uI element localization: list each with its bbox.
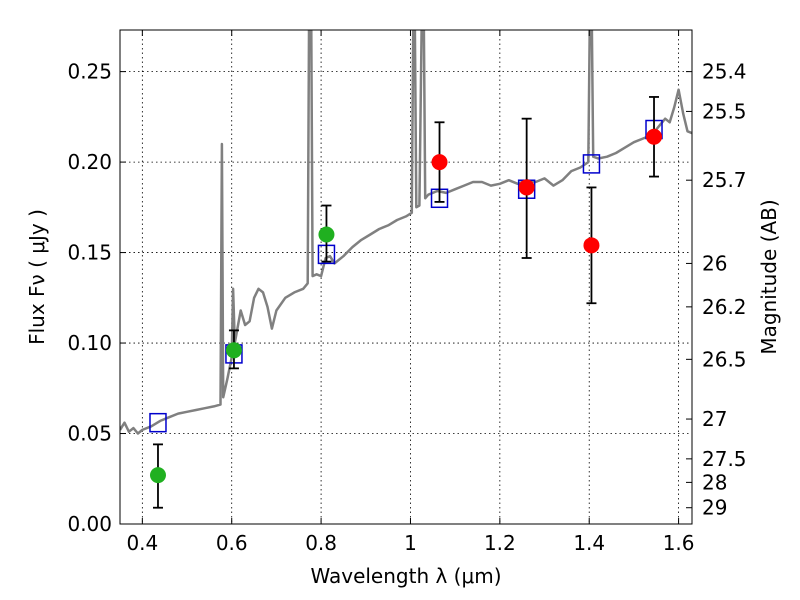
x-tick-label: 1 xyxy=(404,531,417,555)
x-tick-label: 1.4 xyxy=(573,531,605,555)
x-tick-label: 1.2 xyxy=(484,531,516,555)
tick-layer: 0.4 0.6 0.8 1 1.2 1.4 1.6 0.00 0.05 0.10 0.15 0.20 0… xyxy=(67,30,747,555)
model-sed-line xyxy=(120,30,692,435)
y-tick-label: 0.20 xyxy=(67,150,112,174)
observed-point xyxy=(149,467,166,484)
mag-tick-label: 26.5 xyxy=(702,347,747,371)
mag-tick-label: 27 xyxy=(702,407,727,431)
observed-point xyxy=(583,237,600,254)
mag-tick-label: 26.2 xyxy=(702,295,747,319)
observed-point xyxy=(646,128,663,145)
mag-tick-label: 25.7 xyxy=(702,168,747,192)
mag-tick-label: 28 xyxy=(702,470,727,494)
observed-point xyxy=(318,226,335,243)
plot-frame xyxy=(119,29,693,525)
series-layer xyxy=(120,30,692,435)
grid-layer xyxy=(120,30,692,525)
mag-tick-label: 25.4 xyxy=(702,60,747,84)
x-tick-label: 1.6 xyxy=(663,531,695,555)
y-tick-label: 0.25 xyxy=(67,60,112,84)
plot-area xyxy=(120,30,692,435)
mag-tick-label: 29 xyxy=(702,496,727,520)
y-axis-right-label: Magnitude (AB) xyxy=(757,199,781,354)
model-flux-square xyxy=(149,412,167,433)
y-axis-label: Flux Fν ( μJy ) xyxy=(25,209,49,345)
x-tick-label: 0.6 xyxy=(216,531,248,555)
observed-point xyxy=(518,179,535,196)
model-flux-square xyxy=(582,154,601,174)
x-tick-label: 0.4 xyxy=(126,531,158,555)
x-axis-label: Wavelength λ (μm) xyxy=(310,564,501,588)
mag-tick-label: 25.5 xyxy=(702,99,747,123)
y-tick-label: 0.10 xyxy=(67,331,112,355)
marker-layer xyxy=(149,96,663,509)
x-tick-label: 0.8 xyxy=(305,531,337,555)
observed-point xyxy=(431,154,448,171)
mag-tick-label: 27.5 xyxy=(702,447,747,471)
mag-tick-label: 26 xyxy=(702,251,727,275)
y-tick-label: 0.00 xyxy=(67,512,112,536)
observed-point xyxy=(225,342,242,359)
y-tick-label: 0.15 xyxy=(67,241,112,265)
y-tick-label: 0.05 xyxy=(67,422,112,446)
